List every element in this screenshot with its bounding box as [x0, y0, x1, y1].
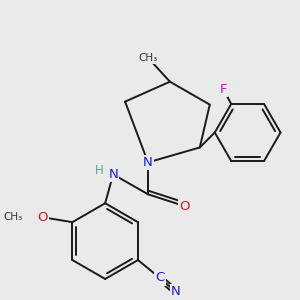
Text: C: C [155, 272, 164, 284]
Text: F: F [220, 82, 227, 96]
Text: CH₃: CH₃ [138, 53, 158, 63]
Text: O: O [37, 211, 48, 224]
Text: CH₃: CH₃ [3, 212, 22, 222]
Text: N: N [171, 285, 181, 298]
Text: N: N [108, 168, 118, 181]
Text: O: O [180, 200, 190, 213]
Text: H: H [95, 164, 103, 177]
Text: N: N [143, 156, 153, 169]
